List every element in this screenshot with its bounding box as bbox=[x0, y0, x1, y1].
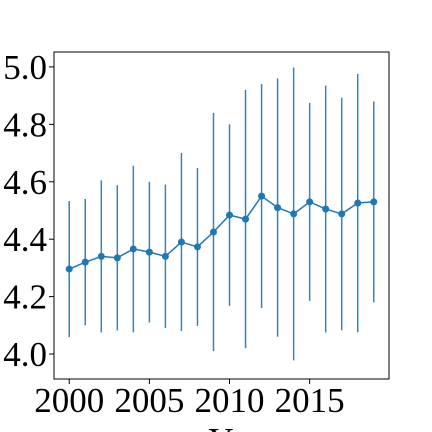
point bbox=[177, 238, 185, 246]
point bbox=[65, 265, 73, 273]
point bbox=[226, 211, 234, 219]
point bbox=[97, 252, 105, 260]
point bbox=[193, 243, 201, 251]
x-tick-label: 2015 bbox=[275, 381, 345, 420]
y-tick-label: 5.0 bbox=[3, 48, 47, 87]
point bbox=[290, 210, 298, 218]
point bbox=[145, 248, 153, 256]
x-tick-label: 2005 bbox=[114, 381, 184, 420]
point bbox=[209, 228, 217, 236]
y-tick-label: 4.4 bbox=[3, 220, 47, 259]
point bbox=[258, 192, 266, 200]
y-tick-label: 4.2 bbox=[3, 278, 47, 317]
point bbox=[322, 205, 330, 213]
point bbox=[274, 204, 282, 212]
point bbox=[129, 245, 137, 253]
x-tick-label: 2010 bbox=[195, 381, 265, 420]
plot-frame bbox=[53, 51, 390, 380]
point bbox=[113, 254, 121, 262]
y-tick-label: 4.0 bbox=[3, 335, 47, 374]
point bbox=[81, 258, 89, 266]
y-tick-label: 4.8 bbox=[3, 105, 47, 144]
x-axis-label: Y bbox=[208, 421, 233, 432]
y-tick-label: 4.6 bbox=[3, 163, 47, 202]
point bbox=[306, 198, 314, 206]
point bbox=[354, 199, 362, 207]
point bbox=[370, 198, 378, 206]
point bbox=[161, 252, 169, 260]
point bbox=[338, 210, 346, 218]
point bbox=[242, 215, 250, 223]
x-tick-label: 2000 bbox=[34, 381, 104, 420]
